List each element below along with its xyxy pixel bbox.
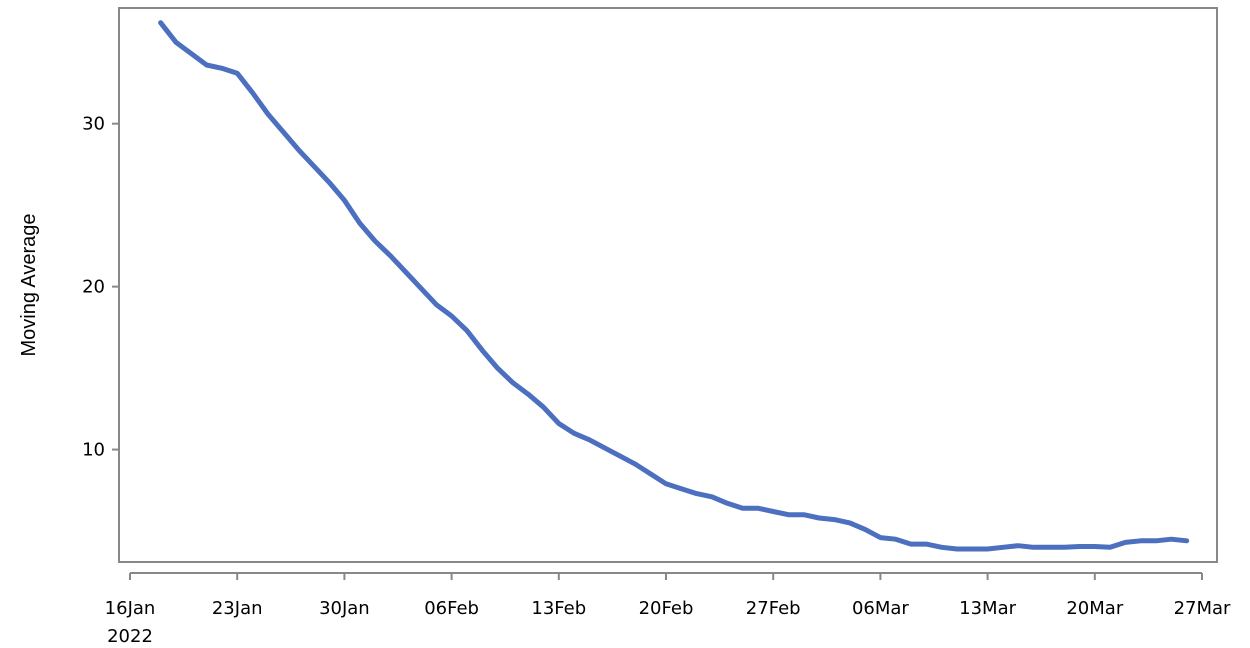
y-axis-title: Moving Average [18, 213, 40, 356]
x-tick-label: 06Mar [852, 598, 909, 619]
series-line [158, 20, 1190, 552]
x-tick-label: 20Mar [1066, 598, 1123, 619]
y-tick-label: 10 [82, 440, 105, 461]
y-axis: 10 20 30 [82, 114, 119, 461]
x-tick-label: 20Feb [639, 598, 694, 619]
x-tick-label: 27Mar [1174, 598, 1231, 619]
y-tick-label: 20 [82, 277, 105, 298]
x-tick-label: 27Feb [746, 598, 801, 619]
x-tick-sublabel: 2022 [107, 626, 153, 647]
x-axis: 16Jan 2022 23Jan 30Jan 06Feb 13Feb 20Feb 27Feb 0… [105, 572, 1231, 647]
x-tick-label: 06Feb [424, 598, 479, 619]
x-tick-label: 23Jan [212, 598, 263, 619]
x-tick-label: 30Jan [319, 598, 370, 619]
y-tick-label: 30 [82, 114, 105, 135]
x-tick-label: 13Feb [531, 598, 586, 619]
plot-frame [118, 7, 1218, 563]
x-tick-label: 13Mar [959, 598, 1016, 619]
x-tick-label: 16Jan [105, 598, 156, 619]
